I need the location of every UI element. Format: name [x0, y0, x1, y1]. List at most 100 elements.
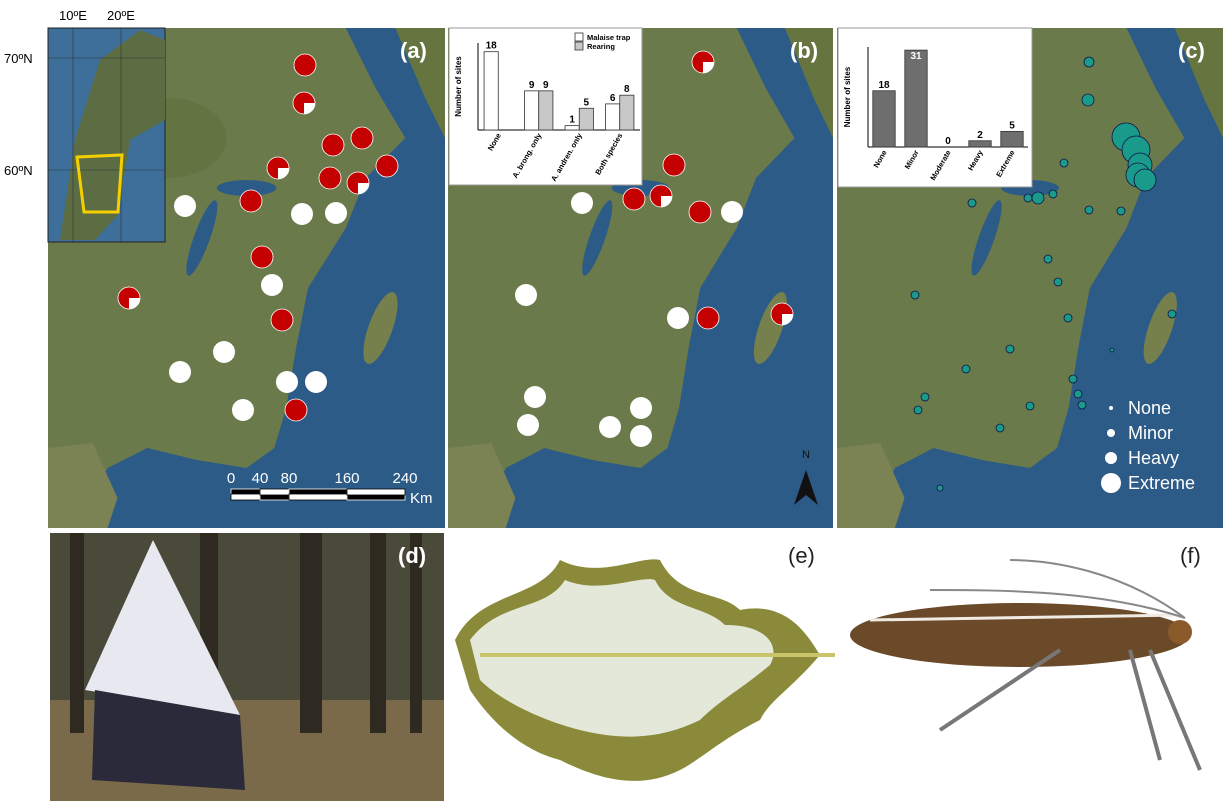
data-label: 18	[878, 80, 890, 91]
site-marker	[285, 399, 307, 421]
legend-label: Extreme	[1128, 473, 1195, 493]
site-marker	[571, 192, 593, 214]
data-label: 0	[945, 136, 951, 147]
site-marker	[1049, 190, 1057, 198]
site-marker	[174, 195, 196, 217]
bar	[539, 91, 553, 130]
data-label: 18	[486, 41, 498, 52]
bar	[969, 141, 991, 147]
site-marker	[599, 416, 621, 438]
panel-label: (e)	[788, 543, 815, 568]
scale-segment	[347, 489, 405, 495]
site-marker	[630, 425, 652, 447]
panel-label: (b)	[790, 38, 818, 63]
bar	[484, 52, 498, 130]
site-marker	[1032, 192, 1044, 204]
site-marker	[524, 386, 546, 408]
scale-label: 40	[252, 470, 269, 487]
legend-symbol	[1105, 452, 1117, 464]
site-marker	[515, 284, 537, 306]
inset-lon: 10ºE	[59, 8, 87, 23]
site-marker	[251, 246, 273, 268]
legend-symbol	[1109, 406, 1113, 410]
data-label: 9	[543, 80, 549, 91]
site-marker	[1168, 310, 1176, 318]
legend-label: Heavy	[1128, 448, 1179, 468]
site-marker	[1084, 57, 1094, 67]
legend-swatch	[575, 42, 583, 50]
site-marker	[319, 167, 341, 189]
legend-symbol	[1101, 473, 1121, 493]
legend-symbol	[1107, 429, 1115, 437]
site-marker	[1044, 255, 1052, 263]
north-label: N	[802, 449, 810, 461]
site-marker	[937, 485, 943, 491]
inset-lon: 20ºE	[107, 8, 135, 23]
site-marker	[667, 307, 689, 329]
site-marker	[1117, 207, 1125, 215]
site-marker	[1082, 94, 1094, 106]
site-marker	[271, 309, 293, 331]
bar	[620, 95, 634, 130]
data-label: 5	[1009, 120, 1015, 131]
site-marker	[517, 414, 539, 436]
site-marker	[240, 190, 262, 212]
scale-segment	[260, 489, 289, 495]
site-marker	[291, 203, 313, 225]
site-marker	[630, 397, 652, 419]
site-marker	[996, 424, 1004, 432]
site-marker	[1064, 314, 1072, 322]
scale-label: 0	[227, 470, 235, 487]
y-axis-label: Number of sites	[843, 66, 852, 127]
moth	[850, 603, 1190, 667]
data-label: 8	[624, 84, 630, 95]
site-marker	[1078, 401, 1086, 409]
site-marker	[1074, 390, 1082, 398]
scale-label: 80	[281, 470, 298, 487]
inset-lat: 70ºN	[4, 51, 33, 66]
site-marker	[261, 274, 283, 296]
site-marker	[305, 371, 327, 393]
legend-swatch	[575, 33, 583, 41]
bar	[606, 104, 620, 130]
site-marker	[914, 406, 922, 414]
site-marker	[1060, 159, 1068, 167]
bar	[905, 50, 927, 147]
bar	[525, 91, 539, 130]
site-marker	[169, 361, 191, 383]
site-marker	[1110, 348, 1114, 352]
site-marker	[351, 127, 373, 149]
site-marker	[376, 155, 398, 177]
site-marker	[663, 154, 685, 176]
site-marker	[1069, 375, 1077, 383]
panel-label: (d)	[398, 543, 426, 568]
data-label: 6	[610, 93, 616, 104]
legend-label: None	[1128, 398, 1171, 418]
site-marker	[294, 54, 316, 76]
panel-label: (a)	[400, 38, 427, 63]
scale-segment	[289, 494, 347, 500]
scale-label: 160	[334, 470, 359, 487]
panel-label: (f)	[1180, 543, 1201, 568]
site-marker	[689, 201, 711, 223]
scale-segment	[231, 494, 260, 500]
site-marker	[623, 188, 645, 210]
site-marker	[1085, 206, 1093, 214]
bar	[1001, 131, 1023, 147]
inset-lat: 60ºN	[4, 163, 33, 178]
site-marker	[721, 201, 743, 223]
site-marker	[1054, 278, 1062, 286]
bar	[579, 108, 593, 130]
data-label: 1	[569, 115, 575, 126]
legend-label: Minor	[1128, 423, 1173, 443]
site-marker	[911, 291, 919, 299]
bar	[565, 126, 579, 130]
site-marker	[276, 371, 298, 393]
site-marker	[1006, 345, 1014, 353]
bar	[873, 91, 895, 147]
site-marker	[232, 399, 254, 421]
site-marker	[1134, 169, 1156, 191]
panel-label: (c)	[1178, 38, 1205, 63]
figure: 10ºE 20ºE 70ºN 60ºN (a) (b) (c) (d) (e) …	[0, 0, 1223, 802]
legend-label: Malaise trap	[587, 33, 631, 42]
